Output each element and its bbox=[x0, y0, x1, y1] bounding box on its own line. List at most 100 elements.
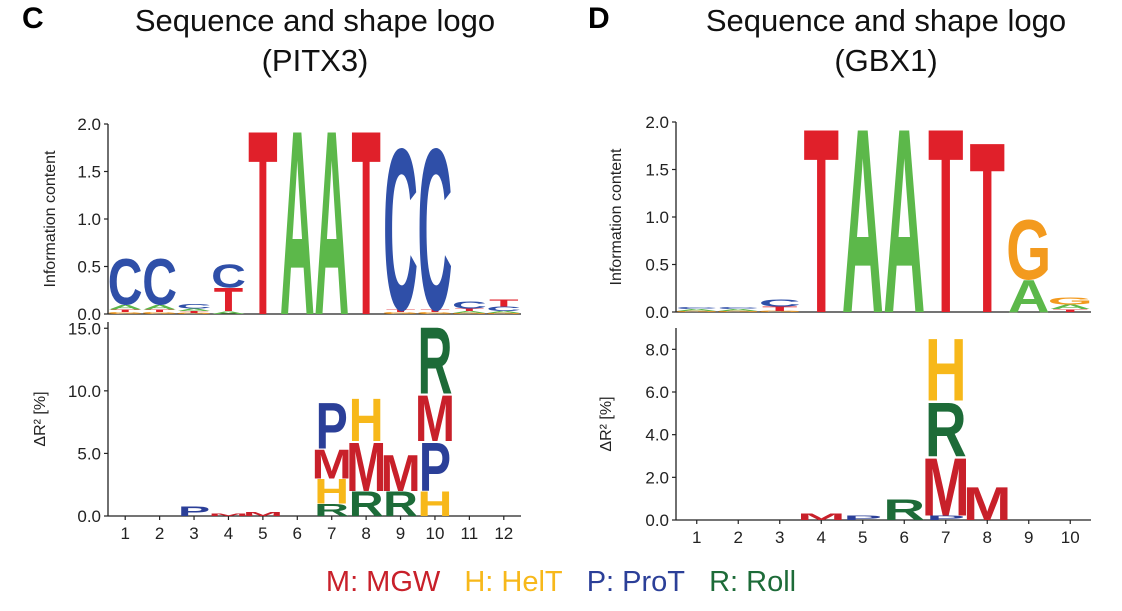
sequence-letter-A: A bbox=[177, 308, 212, 312]
y-tick-label-shape: 6.0 bbox=[645, 383, 669, 402]
shape-letter-R: R bbox=[418, 307, 453, 414]
x-tick-label: 1 bbox=[120, 524, 129, 543]
y-axis-label-sequence-c: Information content bbox=[42, 150, 59, 288]
y-tick-label-shape: 15.0 bbox=[68, 319, 101, 338]
shape-letter-H: H bbox=[349, 385, 384, 454]
y-tick-label-sequence: 0.0 bbox=[645, 303, 669, 322]
shape-letter-P: P bbox=[843, 515, 882, 522]
x-tick-label: 10 bbox=[425, 524, 444, 543]
shape-letter-M: M bbox=[208, 513, 248, 517]
sequence-letter-T: T bbox=[970, 90, 1005, 364]
y-tick-label-sequence: 1.0 bbox=[77, 210, 101, 229]
x-tick-label: 10 bbox=[1061, 528, 1080, 547]
sequence-letter-A: A bbox=[842, 74, 884, 368]
x-tick-label: 8 bbox=[983, 528, 992, 547]
sequence-letter-A: A bbox=[108, 303, 143, 310]
sequence-letter-T: T bbox=[804, 74, 839, 368]
sequence-letter-T: T bbox=[489, 297, 518, 309]
x-tick-label: 4 bbox=[817, 528, 826, 547]
sequence-letter-C: C bbox=[452, 299, 487, 311]
sequence-letter-A: A bbox=[1049, 303, 1091, 310]
shape-letter-P: P bbox=[419, 428, 451, 506]
x-tick-label: 7 bbox=[327, 524, 336, 543]
x-tick-label: 8 bbox=[361, 524, 370, 543]
sequence-letter-T: T bbox=[386, 309, 416, 313]
legend-mgw: M: MGW bbox=[325, 566, 441, 598]
sequence-letter-G: G bbox=[141, 312, 178, 315]
x-tick-label: 3 bbox=[189, 524, 198, 543]
sequence-letter-T: T bbox=[110, 309, 140, 313]
sequence-letter-G: G bbox=[416, 312, 453, 315]
sequence-letter-G: G bbox=[382, 312, 419, 315]
y-tick-label-sequence: 0.5 bbox=[77, 258, 101, 277]
sequence-letter-A: A bbox=[142, 303, 177, 310]
shape-letter-P: P bbox=[316, 390, 348, 463]
x-tick-label: 5 bbox=[258, 524, 267, 543]
sequence-letter-G: G bbox=[757, 311, 802, 312]
sequence-letter-C: C bbox=[108, 246, 143, 319]
x-tick-label: 6 bbox=[900, 528, 909, 547]
shape-letter-M: M bbox=[415, 383, 455, 456]
sequence-letter-C: C bbox=[717, 307, 759, 310]
sequence-letter-T: T bbox=[351, 76, 380, 371]
legend-roll: R: Roll bbox=[709, 566, 797, 598]
y-tick-label-shape: 8.0 bbox=[645, 340, 669, 359]
sequence-letter-G: G bbox=[1048, 295, 1093, 307]
sequence-letter-T: T bbox=[762, 305, 797, 312]
panel-letter-c: C bbox=[22, 2, 44, 35]
sequence-letter-T: T bbox=[248, 76, 277, 371]
sequence-letter-A: A bbox=[883, 74, 925, 368]
shape-letter-P: P bbox=[926, 515, 965, 522]
sequence-letter-T: T bbox=[145, 309, 175, 313]
x-tick-label: 2 bbox=[155, 524, 164, 543]
y-tick-label-sequence: 1.5 bbox=[77, 163, 101, 182]
sequence-letter-T: T bbox=[214, 282, 243, 319]
y-tick-label-shape: 0.0 bbox=[645, 511, 669, 530]
y-tick-label-shape: 0.0 bbox=[77, 507, 101, 526]
x-tick-label: 7 bbox=[941, 528, 950, 547]
y-tick-label-sequence: 1.5 bbox=[645, 161, 669, 180]
y-tick-label-shape: 5.0 bbox=[77, 444, 101, 463]
legend-prot: P: ProT bbox=[586, 566, 685, 598]
sequence-letter-G: G bbox=[106, 312, 143, 315]
shape-letter-M: M bbox=[346, 428, 386, 506]
x-tick-label: 9 bbox=[396, 524, 405, 543]
y-tick-label-sequence: 2.0 bbox=[645, 113, 669, 132]
shape-letter-M: M bbox=[380, 444, 420, 502]
x-tick-label: 12 bbox=[494, 524, 513, 543]
y-axis-label-shape-d: ΔR² [%] bbox=[598, 396, 615, 451]
sequence-letter-A: A bbox=[1008, 272, 1050, 323]
x-tick-label: 9 bbox=[1024, 528, 1033, 547]
y-tick-label-shape: 2.0 bbox=[645, 468, 669, 487]
sequence-letter-T: T bbox=[455, 308, 485, 312]
legend-helt: H: HelT bbox=[464, 566, 563, 598]
sequence-letter-G: G bbox=[716, 311, 761, 312]
sequence-letter-T: T bbox=[1053, 308, 1088, 312]
sequence-letter-G: G bbox=[451, 313, 488, 314]
shape-letter-M: M bbox=[243, 511, 283, 517]
sequence-letter-C: C bbox=[418, 102, 453, 359]
x-tick-label: 3 bbox=[775, 528, 784, 547]
sequence-letter-C: C bbox=[211, 258, 246, 295]
sequence-letter-C: C bbox=[383, 102, 418, 359]
shape-letter-R: R bbox=[314, 500, 349, 520]
panel-c-title-line1: Sequence and shape logo bbox=[134, 3, 496, 38]
panel-c-title-line2: (PITX3) bbox=[261, 43, 369, 78]
sequence-letter-A: A bbox=[676, 309, 718, 312]
shape-letter-H: H bbox=[314, 472, 349, 511]
x-tick-label: 5 bbox=[858, 528, 867, 547]
y-tick-label-sequence: 1.0 bbox=[645, 208, 669, 227]
shape-legend: M: MGW H: HelT P: ProT R: Roll bbox=[0, 566, 1122, 599]
shape-letter-P: P bbox=[178, 503, 210, 519]
sequence-letter-G: G bbox=[674, 311, 719, 312]
x-tick-label: 2 bbox=[734, 528, 743, 547]
sequence-letter-G: G bbox=[175, 313, 212, 314]
sequence-letter-A: A bbox=[314, 76, 349, 371]
y-tick-label-sequence: 0.0 bbox=[77, 305, 101, 324]
sequence-letter-A: A bbox=[452, 311, 487, 314]
x-tick-label: 6 bbox=[293, 524, 302, 543]
panel-d-title-line2: (GBX1) bbox=[834, 43, 938, 78]
sequence-letter-T: T bbox=[420, 309, 450, 313]
